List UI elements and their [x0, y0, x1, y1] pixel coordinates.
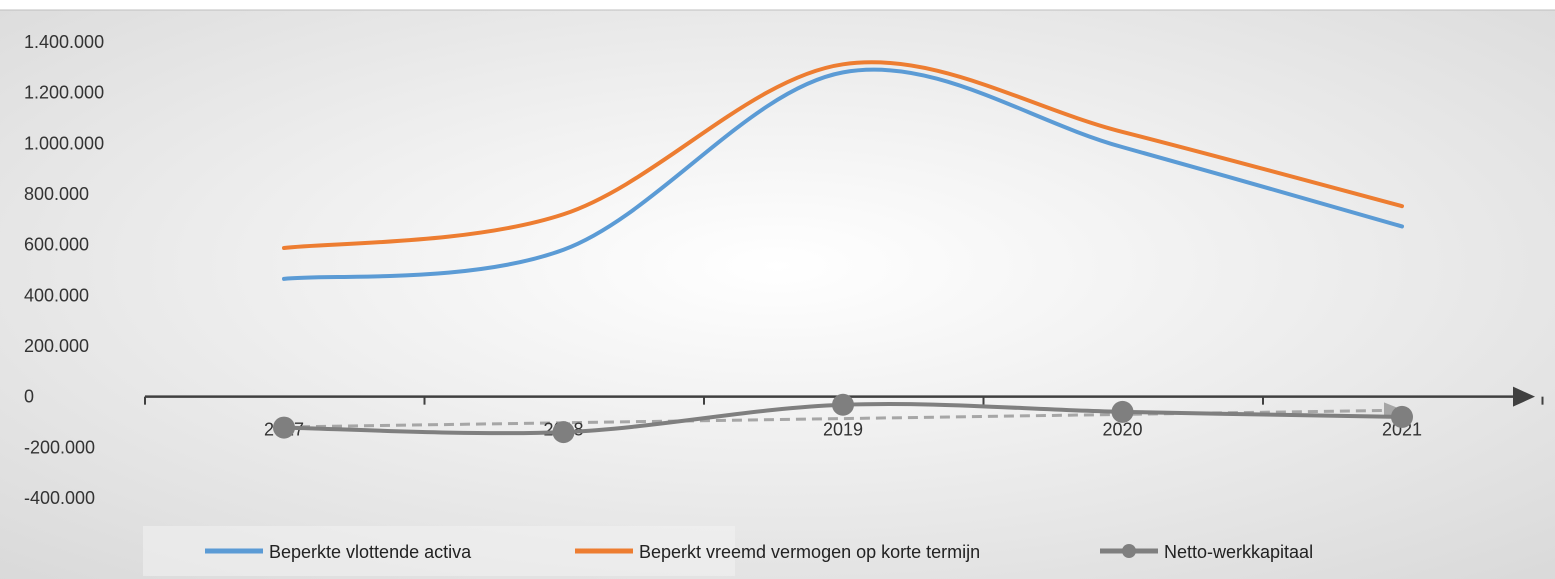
y-tick-label: 0 [24, 387, 34, 407]
x-tick-label: 2019 [823, 420, 863, 440]
series-line [282, 67, 1404, 281]
x-tick-label: 2020 [1102, 420, 1142, 440]
trendline [283, 408, 1393, 429]
legend-entry-beperkte-vlottende-activa: Beperkte vlottende activa [269, 542, 472, 562]
y-tick-label: 200.000 [24, 336, 89, 356]
series-point [552, 421, 575, 444]
chart-background [0, 10, 1555, 579]
series-point [1111, 400, 1134, 423]
y-tick-label: 1.000.000 [24, 133, 104, 153]
x-axis-arrow [1513, 386, 1535, 407]
legend-marker [1122, 544, 1136, 558]
legend-entry-beperkt-vreemd-vermogen: Beperkt vreemd vermogen op korte termijn [639, 542, 980, 562]
y-tick-label: 800.000 [24, 184, 89, 204]
y-tick-label: 1.400.000 [24, 32, 104, 52]
x-tick-label: 2021 [1382, 420, 1422, 440]
y-tick-label: 1.200.000 [24, 83, 104, 103]
series-point [1391, 405, 1413, 428]
series-point [832, 393, 854, 416]
series-line [282, 60, 1404, 250]
legend-entry-netto-werkkapitaal: Netto-werkkapitaal [1164, 542, 1313, 562]
y-tick-label: -400.000 [24, 488, 95, 508]
series-point [273, 416, 295, 439]
y-tick-label: 600.000 [24, 235, 89, 255]
y-tick-label: 400.000 [24, 285, 89, 305]
y-tick-label: -200.000 [24, 437, 95, 457]
